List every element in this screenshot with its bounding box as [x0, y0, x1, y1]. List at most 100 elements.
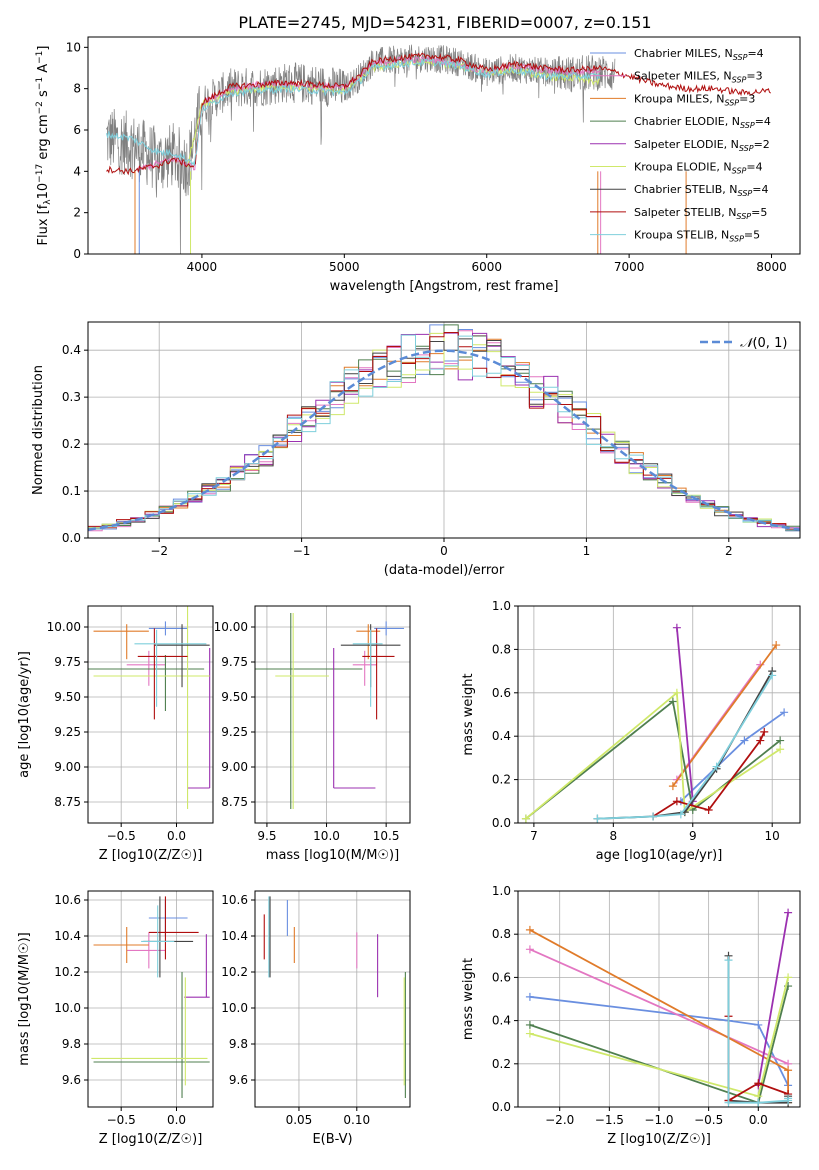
x-axis-label: Z [log10(Z/Z☉)] [99, 1132, 203, 1147]
y-tick-label: 8.75 [54, 795, 81, 809]
massweight-vs-Z-plot-area [525, 908, 793, 1107]
y-tick-label: 1.0 [492, 884, 511, 898]
data-point [134, 629, 207, 707]
y-tick-label: 9.6 [229, 1073, 248, 1087]
y-tick-label: 0.4 [62, 343, 81, 357]
series-marker [756, 736, 765, 745]
residuals-plot-area [88, 324, 800, 532]
series-marker [668, 697, 677, 706]
y-tick-label: 0.2 [62, 437, 81, 451]
series-marker [740, 736, 749, 745]
series-marker [754, 1020, 763, 1029]
x-axis-label: E(B-V) [312, 1132, 352, 1147]
legend-entry: Salpeter ELODIE, NSSP=2 [634, 138, 770, 153]
axes-frame [87, 321, 801, 539]
spectrum-plot-area [106, 44, 771, 254]
series-marker [676, 810, 685, 819]
y-tick-label: 10.4 [221, 929, 248, 943]
y-axis-label: mass weight [461, 673, 476, 755]
y-tick-label: 10.6 [221, 893, 248, 907]
residuals-chart: −2 −1 0 1 2 0.0 0.1 0.2 0.3 0.4 (data-model)/error… [31, 321, 801, 578]
data-point [88, 655, 205, 711]
x-tick-label: −2.0 [545, 1113, 574, 1127]
data-point [143, 896, 194, 978]
data-point [362, 628, 395, 720]
series-marker [776, 745, 785, 754]
series-marker [525, 1020, 534, 1029]
y-tick-label: 0.3 [62, 390, 81, 404]
y-tick-label: 9.50 [221, 690, 248, 704]
series-marker [525, 992, 534, 1001]
y-tick-label: 9.00 [221, 760, 248, 774]
y-tick-label: 0.4 [492, 1014, 511, 1028]
series-marker [776, 736, 785, 745]
series-line [672, 644, 777, 787]
x-tick-label: 0.0 [167, 829, 186, 843]
data-point [93, 606, 210, 809]
y-tick-label: 10.0 [54, 1001, 81, 1015]
y-tick-label: 6 [73, 123, 81, 137]
x-tick-label: 9.5 [257, 829, 276, 843]
x-tick-label: −1.0 [644, 1113, 673, 1127]
normal-curve [88, 349, 800, 532]
legend-entry: Chabrier ELODIE, NSSP=4 [634, 115, 771, 130]
x-tick-label: −0.5 [694, 1113, 723, 1127]
axes-frame [87, 605, 214, 824]
data-point [93, 972, 210, 1098]
data-point [154, 624, 210, 688]
y-tick-label: 4 [73, 164, 81, 178]
series-marker [712, 762, 721, 771]
y-tick-label: 10.2 [54, 965, 81, 979]
x-tick-label: 7 [530, 829, 538, 843]
y-tick-label: 10.0 [221, 1001, 248, 1015]
series-line [525, 690, 781, 820]
massweight-vs-age-plot-area [521, 623, 789, 823]
spectrum-chart: 4000 5000 6000 7000 8000 0 2 4 6 8 10 wavelength [A… [35, 36, 801, 294]
x-tick-label: 6000 [471, 260, 502, 274]
histogram-salpeter-stelib [88, 332, 800, 531]
axes-frame [517, 605, 801, 824]
axes-frame [254, 605, 411, 824]
series-marker [784, 1066, 793, 1075]
y-tick-label: 10.00 [47, 620, 81, 634]
series-line [525, 699, 781, 820]
spectrum-legend: Chabrier MILES, NSSP=4 Salpeter MILES, NS… [590, 47, 771, 244]
y-tick-label: 9.8 [229, 1037, 248, 1051]
data-point [137, 628, 188, 720]
y-tick-label: 8.75 [221, 795, 248, 809]
data-point [374, 621, 405, 636]
y-tick-label: 9.00 [54, 760, 81, 774]
x-tick-label: −2 [150, 544, 168, 558]
x-tick-label: 0.10 [343, 1113, 370, 1127]
y-tick-label: 0 [73, 247, 81, 261]
mass-vs-EBV-chart: 0.05 0.10 9.6 9.8 10.0 10.2 10.4 10.6 E(B-V) [221, 890, 411, 1147]
x-tick-label: −1.5 [595, 1113, 624, 1127]
x-tick-label: 2 [725, 544, 733, 558]
y-tick-label: 9.25 [221, 725, 248, 739]
data-point [126, 932, 166, 969]
legend-entry: Chabrier STELIB, NSSP=4 [634, 183, 768, 198]
x-axis-label: wavelength [Angstrom, rest frame] [330, 279, 559, 294]
model-spectrum-stelib [106, 52, 771, 176]
series-marker [772, 641, 781, 650]
y-tick-label: 0.8 [492, 927, 511, 941]
data-point [148, 621, 188, 636]
observed-spectrum [106, 44, 616, 254]
x-axis-label: mass [log10(M/M☉)] [266, 848, 399, 863]
legend-entry: Kroupa ELODIE, NSSP=4 [634, 161, 763, 176]
grid-lines [255, 606, 410, 823]
data-point [141, 905, 175, 978]
histogram-kroupa-stelib [88, 334, 800, 531]
y-tick-label: 0.0 [62, 531, 81, 545]
mass-vs-Z-chart: −0.5 0.0 9.6 9.8 10.0 10.2 10.4 10.6 Z [log10(Z/… [17, 890, 214, 1147]
model-spectrum-elodie [187, 58, 601, 168]
y-tick-label: 10.2 [221, 965, 248, 979]
x-tick-label: 1 [583, 544, 591, 558]
axes-frame [254, 890, 411, 1108]
x-axis-label: Z [log10(Z/Z☉)] [99, 848, 203, 863]
y-tick-label: 0.8 [492, 642, 511, 656]
y-tick-label: 0.4 [492, 729, 511, 743]
legend-entry: Chabrier MILES, NSSP=4 [634, 47, 764, 62]
x-axis-label: (data-model)/error [384, 563, 505, 578]
